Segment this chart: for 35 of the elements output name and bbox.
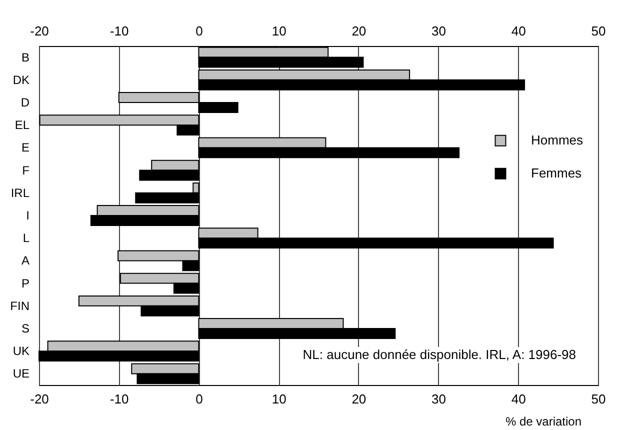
x-tick-label: 30 xyxy=(432,392,446,406)
y-tick-label: DK xyxy=(12,72,30,87)
x-tick-label: 50 xyxy=(591,392,606,406)
y-tick-label: UK xyxy=(12,344,30,358)
x2-tick-label: 0 xyxy=(196,24,203,38)
x2-tick-label: 30 xyxy=(432,24,446,38)
x-tick-label: 20 xyxy=(352,392,366,406)
y-tick-label: I xyxy=(26,208,30,222)
x2-tick-label: 10 xyxy=(272,24,286,38)
y-tick-label: IRL xyxy=(10,186,30,200)
annotation: NL: aucune donnée disponible. IRL, A: 1996-98 xyxy=(302,347,576,362)
y-tick-label: L xyxy=(22,231,30,246)
x-tick-label: -20 xyxy=(30,392,49,406)
y-tick-label: P xyxy=(21,276,30,290)
x-axis-title: % de variation xyxy=(505,414,582,428)
y-tick-label: F xyxy=(22,163,30,178)
y-tick-label: A xyxy=(21,254,30,268)
x-tick-label: 10 xyxy=(272,392,286,406)
y-tick-label: E xyxy=(21,140,30,155)
x2-tick-label: 20 xyxy=(352,24,366,38)
y-tick-label: S xyxy=(21,322,30,336)
x2-tick-label: -20 xyxy=(30,24,49,38)
y-tick-label: D xyxy=(20,96,30,110)
y-tick-label: FIN xyxy=(10,298,30,313)
x2-tick-label: -10 xyxy=(110,24,129,38)
y-tick-label: UE xyxy=(12,366,30,381)
x-tick-label: 40 xyxy=(511,392,526,406)
x2-tick-label: 40 xyxy=(511,24,526,38)
x-tick-label: 0 xyxy=(196,392,203,406)
x-tick-label: -10 xyxy=(110,392,129,406)
y-tick-label: B xyxy=(21,50,30,64)
legend-label: Hommes xyxy=(531,132,584,148)
y-tick-label: EL xyxy=(14,118,30,132)
x2-tick-label: 50 xyxy=(591,24,606,38)
legend-label: Femmes xyxy=(531,166,582,181)
